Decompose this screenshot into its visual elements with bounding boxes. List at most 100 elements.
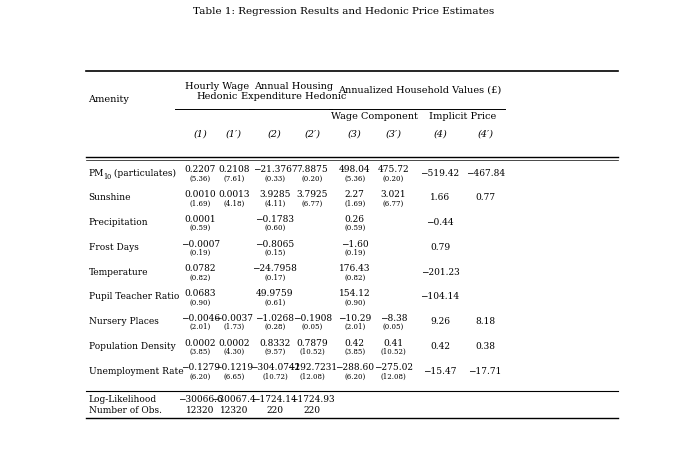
- Text: 3.7925: 3.7925: [296, 190, 328, 199]
- Text: −1724.14: −1724.14: [253, 395, 297, 404]
- Text: Wage Component: Wage Component: [330, 112, 418, 121]
- Text: 0.0002: 0.0002: [218, 338, 249, 347]
- Text: (1): (1): [194, 129, 207, 139]
- Text: (2′): (2′): [304, 129, 320, 139]
- Text: 0.77: 0.77: [475, 193, 495, 202]
- Text: (0.15): (0.15): [264, 249, 286, 257]
- Text: (10.72): (10.72): [262, 373, 288, 381]
- Text: 0.42: 0.42: [345, 338, 365, 347]
- Text: (0.59): (0.59): [190, 224, 211, 232]
- Text: Log-Likelihood: Log-Likelihood: [89, 395, 157, 404]
- Text: (12.08): (12.08): [381, 373, 407, 381]
- Text: −0.8065: −0.8065: [256, 239, 295, 248]
- Text: 2.27: 2.27: [345, 190, 365, 199]
- Text: (0.82): (0.82): [190, 274, 211, 282]
- Text: (6.20): (6.20): [190, 373, 211, 381]
- Text: Pupil Teacher Ratio: Pupil Teacher Ratio: [89, 292, 179, 301]
- Text: 0.26: 0.26: [345, 215, 365, 224]
- Text: Implicit Price: Implicit Price: [429, 112, 496, 121]
- Text: −1.60: −1.60: [341, 239, 368, 248]
- Text: −275.02: −275.02: [374, 363, 413, 372]
- Text: (0.60): (0.60): [264, 224, 286, 232]
- Text: 0.0010: 0.0010: [185, 190, 216, 199]
- Text: 0.0013: 0.0013: [218, 190, 249, 199]
- Text: 3.021: 3.021: [381, 190, 407, 199]
- Text: 7.8875: 7.8875: [296, 165, 328, 174]
- Text: 220: 220: [267, 406, 283, 415]
- Text: (10.52): (10.52): [381, 348, 407, 356]
- Text: (1.73): (1.73): [223, 323, 245, 331]
- Text: (0.17): (0.17): [264, 274, 286, 282]
- Text: (0.05): (0.05): [383, 323, 404, 331]
- Text: (0.20): (0.20): [302, 175, 323, 183]
- Text: 0.0001: 0.0001: [185, 215, 216, 224]
- Text: −0.0037: −0.0037: [214, 314, 254, 323]
- Text: 9.26: 9.26: [430, 317, 450, 326]
- Text: Expenditure Hedonic: Expenditure Hedonic: [241, 92, 346, 101]
- Text: −0.1279: −0.1279: [181, 363, 220, 372]
- Text: (5.36): (5.36): [190, 175, 211, 183]
- Text: −24.7958: −24.7958: [252, 264, 297, 273]
- Text: −1.0268: −1.0268: [256, 314, 295, 323]
- Text: −30067.4: −30067.4: [212, 395, 256, 404]
- Text: (0.33): (0.33): [264, 175, 285, 183]
- Text: Amenity: Amenity: [89, 95, 129, 104]
- Text: (2): (2): [268, 129, 282, 139]
- Text: 498.04: 498.04: [339, 165, 370, 174]
- Text: −0.1908: −0.1908: [293, 314, 332, 323]
- Text: PM: PM: [89, 169, 104, 178]
- Text: 475.72: 475.72: [378, 165, 409, 174]
- Text: 0.38: 0.38: [475, 342, 495, 351]
- Text: 12320: 12320: [186, 406, 214, 415]
- Text: −201.23: −201.23: [420, 268, 460, 277]
- Text: (6.77): (6.77): [302, 199, 323, 208]
- Text: (12.08): (12.08): [300, 373, 325, 381]
- Text: −0.0046: −0.0046: [181, 314, 220, 323]
- Text: Annualized Household Values (£): Annualized Household Values (£): [338, 86, 502, 95]
- Text: (4): (4): [433, 129, 447, 139]
- Text: 154.12: 154.12: [339, 289, 370, 298]
- Text: (4.18): (4.18): [223, 199, 245, 208]
- Text: (0.61): (0.61): [264, 298, 286, 307]
- Text: −0.44: −0.44: [426, 218, 453, 227]
- Text: 176.43: 176.43: [339, 264, 370, 273]
- Text: −0.1219: −0.1219: [214, 363, 254, 372]
- Text: (6.65): (6.65): [223, 373, 245, 381]
- Text: (0.05): (0.05): [302, 323, 323, 331]
- Text: (0.19): (0.19): [344, 249, 365, 257]
- Text: −21.3767: −21.3767: [253, 165, 297, 174]
- Text: (particulates): (particulates): [111, 169, 176, 178]
- Text: 0.79: 0.79: [430, 243, 450, 252]
- Text: 10: 10: [103, 173, 111, 181]
- Text: 8.18: 8.18: [475, 317, 495, 326]
- Text: Hourly Wage: Hourly Wage: [185, 82, 249, 91]
- Text: (0.28): (0.28): [264, 323, 286, 331]
- Text: Frost Days: Frost Days: [89, 243, 138, 252]
- Text: (1.69): (1.69): [344, 199, 365, 208]
- Text: (0.82): (0.82): [344, 274, 365, 282]
- Text: (5.36): (5.36): [344, 175, 365, 183]
- Text: −304.0741: −304.0741: [249, 363, 300, 372]
- Text: −30066.6: −30066.6: [178, 395, 223, 404]
- Text: 0.2108: 0.2108: [218, 165, 249, 174]
- Text: 0.0683: 0.0683: [185, 289, 216, 298]
- Text: (1′): (1′): [226, 129, 242, 139]
- Text: Sunshine: Sunshine: [89, 193, 131, 202]
- Text: (7.61): (7.61): [223, 175, 245, 183]
- Text: Annual Housing: Annual Housing: [254, 82, 333, 91]
- Text: (10.52): (10.52): [300, 348, 325, 356]
- Text: 0.8332: 0.8332: [259, 338, 291, 347]
- Text: 0.7879: 0.7879: [296, 338, 328, 347]
- Text: 12320: 12320: [220, 406, 248, 415]
- Text: (2.01): (2.01): [190, 323, 211, 331]
- Text: Hedonic: Hedonic: [196, 92, 238, 101]
- Text: −467.84: −467.84: [466, 169, 505, 178]
- Text: (6.20): (6.20): [344, 373, 365, 381]
- Text: 220: 220: [304, 406, 321, 415]
- Text: Nursery Places: Nursery Places: [89, 317, 159, 326]
- Text: (4.30): (4.30): [223, 348, 245, 356]
- Text: (3.85): (3.85): [344, 348, 365, 356]
- Text: Precipitation: Precipitation: [89, 218, 148, 227]
- Text: −17.71: −17.71: [469, 367, 502, 376]
- Text: Population Density: Population Density: [89, 342, 175, 351]
